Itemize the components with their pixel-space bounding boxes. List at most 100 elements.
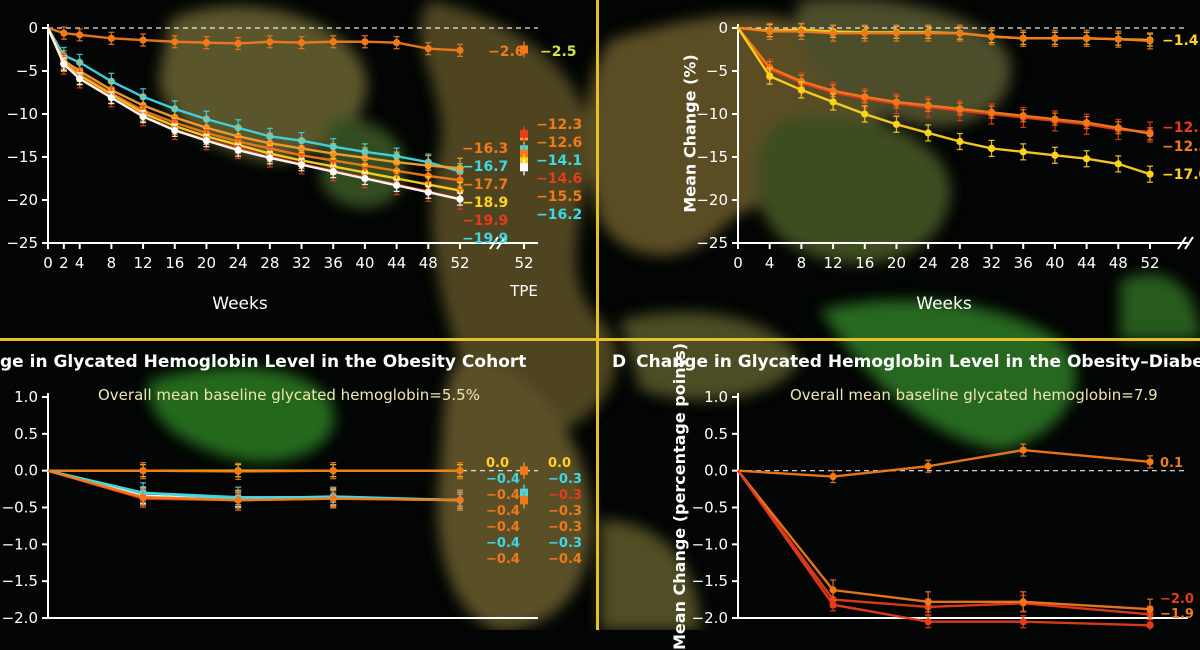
data-point: [1083, 155, 1091, 163]
x-tick-label: 4: [765, 254, 775, 272]
data-point: [987, 144, 996, 152]
x-tick-label: 52: [450, 254, 469, 272]
y-tick-label: −1.5: [2, 572, 38, 590]
tpe-point: [520, 45, 528, 54]
data-point: [60, 60, 68, 68]
end-value-label: −17.0: [1162, 167, 1200, 183]
bg-blob-9: [148, 366, 335, 462]
data-point: [1146, 458, 1154, 466]
x-tick-label: 44: [1077, 254, 1096, 272]
series-line: [47, 469, 461, 502]
x-tick-label: 24: [229, 254, 248, 272]
series-line: [737, 448, 1151, 478]
x-tick-label: 48: [1109, 254, 1128, 272]
tpe-value-label: −15.5: [536, 189, 582, 205]
series-line: [46, 27, 461, 192]
tpe-value-label: −14.6: [536, 171, 582, 187]
data-point: [861, 93, 869, 101]
data-point: [76, 31, 84, 39]
x-axis-label: Weeks: [212, 294, 268, 314]
data-point: [139, 493, 147, 501]
axis-break-mark: [489, 236, 499, 250]
data-point: [139, 467, 147, 475]
y-tick-label: −25: [6, 234, 38, 252]
tpe-value-label: −12.6: [536, 135, 582, 151]
x-tick-label: 0: [43, 254, 53, 272]
data-point: [829, 29, 837, 37]
y-tick-label: −5: [706, 62, 728, 80]
data-point: [766, 27, 774, 36]
end-value-label: −12.3: [1162, 139, 1200, 155]
data-point: [766, 72, 774, 80]
x-tick-label: 4: [75, 254, 85, 272]
series-line: [737, 27, 1151, 135]
data-point: [329, 38, 337, 46]
data-point: [424, 188, 432, 196]
data-point: [234, 467, 242, 476]
end-value-label: −18.9: [462, 195, 508, 211]
end-value-label: −0.4: [486, 488, 520, 503]
data-point: [329, 495, 337, 503]
end-value-label: −19.9: [462, 231, 508, 247]
data-point: [924, 462, 932, 470]
data-point: [107, 94, 115, 102]
y-tick-label: −2.0: [2, 609, 38, 627]
data-point: [393, 181, 401, 189]
data-point: [266, 154, 274, 162]
y-tick-label: −2.0: [692, 609, 728, 627]
y-tick-label: −15: [696, 148, 728, 166]
tpe-value-label: −14.1: [536, 153, 582, 169]
bg-blob-4: [586, 14, 881, 256]
y-tick-label: −10: [6, 105, 38, 123]
bg-blob-10: [437, 360, 592, 630]
data-point: [456, 46, 464, 54]
end-value-label: −0.4: [486, 520, 520, 535]
panel-c-plot: [42, 393, 538, 619]
x-tick-label: 40: [355, 254, 374, 272]
x-axis-label: Weeks: [916, 294, 972, 314]
y-tick-label: 1.0: [704, 388, 728, 406]
data-point: [234, 146, 242, 154]
x-tick-label: 2: [59, 254, 69, 272]
bg-blob-6: [755, 114, 951, 264]
data-point: [1146, 621, 1154, 629]
x-tick-label: 12: [134, 254, 153, 272]
data-point: [924, 101, 932, 109]
data-point: [829, 586, 837, 594]
panel-d-title-text: Change in Glycated Hemoglobin Level in t…: [636, 352, 1200, 372]
panel-c-subtitle: Overall mean baseline glycated hemoglobi…: [98, 386, 480, 404]
bg-blob-12: [1120, 273, 1200, 340]
y-tick-label: −1.5: [692, 572, 728, 590]
end-value-label: −16.3: [462, 141, 508, 157]
x-tick-label: 28: [260, 254, 279, 272]
background-texture: [148, 0, 1200, 630]
y-tick-label: 0.5: [14, 425, 38, 443]
data-point: [1083, 119, 1091, 127]
tpe-value-label: −2.5: [540, 44, 577, 60]
data-point: [1146, 130, 1154, 138]
data-point: [1114, 124, 1122, 132]
data-point: [924, 129, 932, 137]
panel-a-plot: [42, 24, 538, 250]
axis-break-mark: [1184, 236, 1194, 250]
y-tick-label: −1.0: [692, 535, 728, 553]
tpe-point: [520, 466, 528, 475]
data-point: [829, 472, 837, 481]
axis-break-mark: [1177, 236, 1187, 250]
end-value-label: −0.4: [486, 536, 520, 551]
data-point: [829, 98, 837, 106]
data-point: [202, 137, 211, 145]
data-point: [924, 618, 932, 626]
data-point: [456, 164, 464, 172]
y-tick-label: 0.0: [14, 462, 38, 480]
bg-blob-3: [420, 0, 617, 432]
data-point: [171, 38, 179, 46]
data-point: [829, 87, 837, 95]
data-point: [139, 112, 147, 121]
data-point: [892, 98, 901, 106]
tpe-value-label: −0.3: [548, 504, 582, 519]
tpe-value-label: 0.0: [548, 456, 571, 471]
y-tick-label: −25: [696, 234, 728, 252]
data-point: [234, 496, 242, 504]
data-point: [987, 33, 996, 41]
